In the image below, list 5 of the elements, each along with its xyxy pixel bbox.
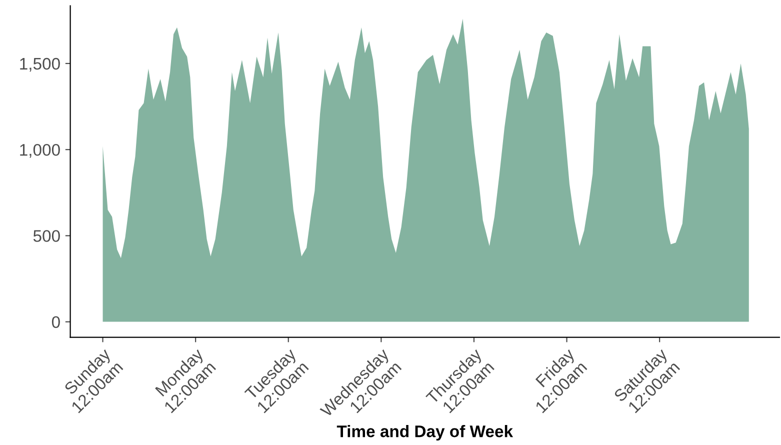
y-tick-label: 0 [52, 316, 60, 328]
y-tick-label: 1,000 [20, 144, 60, 158]
y-tick-label: 1,500 [20, 58, 60, 72]
x-axis-title: Time and Day of Week [336, 425, 514, 441]
y-tick-label: 500 [33, 230, 60, 242]
